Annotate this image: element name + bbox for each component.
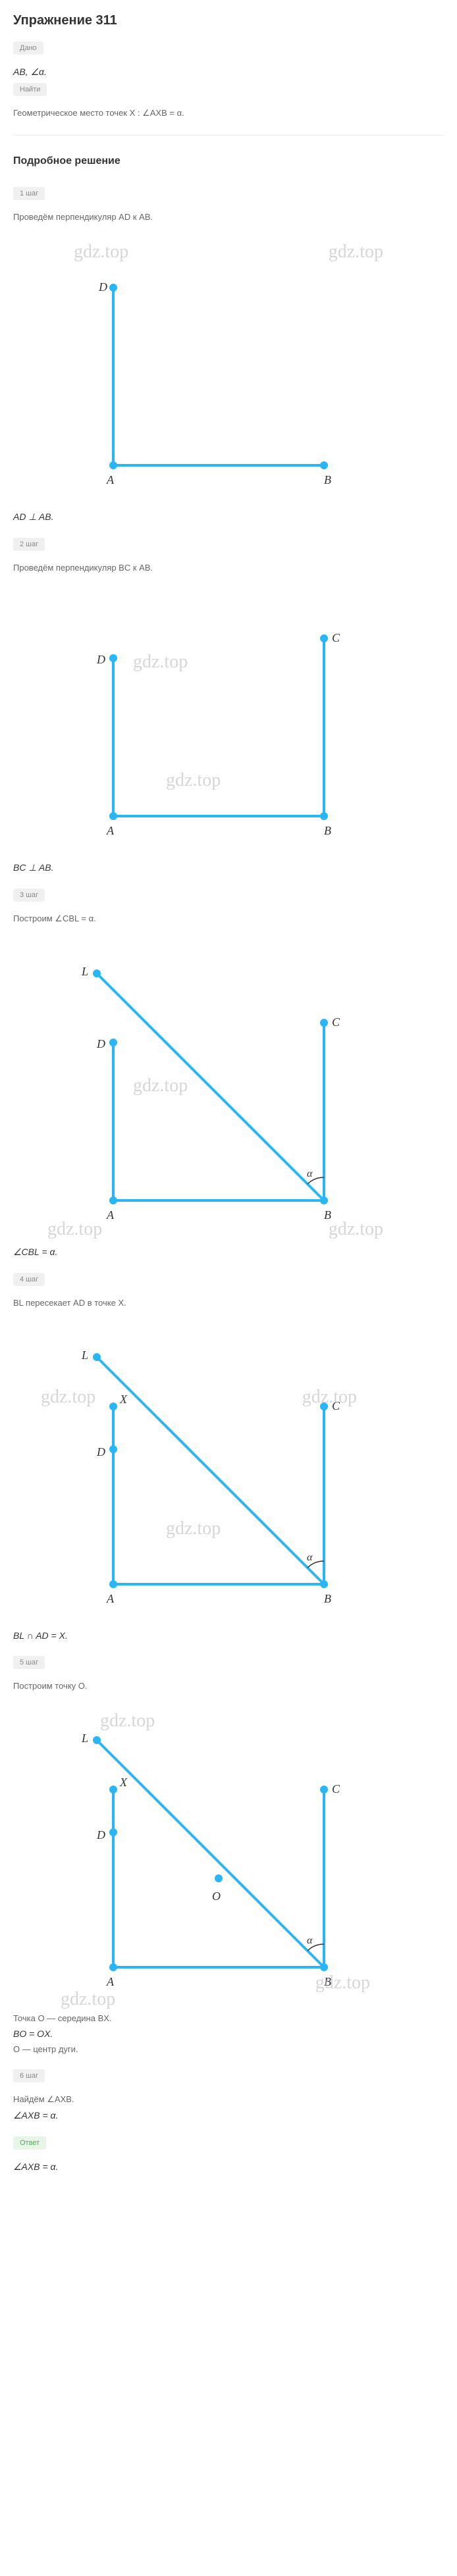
svg-text:A: A [106, 473, 115, 486]
svg-text:D: D [96, 1037, 105, 1050]
svg-text:O: O [212, 1890, 221, 1903]
given-tag: Дано [13, 41, 43, 55]
svg-text:B: B [324, 824, 331, 837]
step-tag-5: 5 шаг [13, 1656, 45, 1669]
figure-1: gdz.top gdz.top A B D [47, 235, 410, 498]
svg-text:B: B [324, 1975, 331, 1988]
step-intro-2: Проведём перпендикуляр BC к AB. [13, 563, 444, 573]
svg-text:B: B [324, 1208, 331, 1222]
find-text: Геометрическое место точек X : ∠AXB = α. [13, 108, 444, 118]
solution-title: Подробное решение [13, 155, 444, 167]
svg-text:B: B [324, 1592, 331, 1605]
figure-svg-5: α A B D C L X O [47, 1704, 410, 2000]
svg-text:A: A [106, 1975, 115, 1988]
svg-text:L: L [81, 1349, 88, 1362]
step-tag-2: 2 шаг [13, 538, 45, 551]
svg-text:α: α [307, 1935, 313, 1946]
divider [13, 135, 444, 136]
step-conclusion-2: BC ⊥ AB. [13, 862, 444, 873]
step5-line3: O — центр дуги. [13, 2044, 444, 2054]
step-intro-4: BL пересекает AD в точке X. [13, 1298, 444, 1308]
step-conclusion-1: AD ⊥ AB. [13, 511, 444, 523]
figure-3: gdz.top α A B D C L gdz.top gdz.top [47, 937, 410, 1233]
svg-text:C: C [332, 631, 340, 644]
figure-svg-4: α A B D C L X [47, 1321, 410, 1617]
svg-text:A: A [106, 1592, 115, 1605]
step-conclusion-3: ∠CBL = α. [13, 1247, 444, 1258]
find-tag: Найти [13, 83, 47, 96]
page-title: Упражнение 311 [13, 13, 444, 28]
svg-text:A: A [106, 1208, 115, 1222]
step-intro-1: Проведём перпендикуляр AD к AB. [13, 212, 444, 222]
answer-tag: Ответ [13, 2136, 46, 2150]
svg-text:X: X [119, 1393, 128, 1406]
svg-text:α: α [307, 1168, 313, 1179]
svg-text:D: D [96, 1828, 105, 1842]
svg-text:C: C [332, 1782, 340, 1795]
step-conclusion-6: ∠AXB = α. [13, 2110, 444, 2121]
figure-svg-2: A B D C [47, 586, 410, 849]
svg-text:D: D [98, 280, 107, 294]
svg-text:D: D [96, 653, 105, 666]
step-intro-3: Построим ∠CBL = α. [13, 914, 444, 924]
step-intro-5: Построим точку O. [13, 1681, 444, 1691]
figure-5: gdz.top gdz.top gdz.top α A B D C L X O [47, 1704, 410, 2000]
svg-text:X: X [119, 1776, 128, 1789]
figure-4: gdz.top gdz.top gdz.top α A B D C L X [47, 1321, 410, 1617]
step-tag-6: 6 шаг [13, 2069, 45, 2082]
svg-text:L: L [81, 965, 88, 978]
svg-text:C: C [332, 1399, 340, 1412]
step-conclusion-4: BL ∩ AD = X. [13, 1630, 444, 1641]
step-tag-1: 1 шаг [13, 187, 45, 200]
answer-text: ∠AXB = α. [13, 2161, 444, 2173]
figure-2: gdz.top gdz.top A B D C [47, 586, 410, 849]
step-tag-4: 4 шаг [13, 1273, 45, 1286]
figure-svg-3: α A B D C L [47, 937, 410, 1233]
svg-text:D: D [96, 1445, 105, 1458]
step5-line1: Точка O — середина BX. [13, 2013, 444, 2023]
step5-line2: BO = OX. [13, 2028, 444, 2039]
svg-text:C: C [332, 1016, 340, 1029]
svg-text:L: L [81, 1732, 88, 1745]
step-intro-6: Найдём ∠AXB. [13, 2094, 444, 2105]
svg-text:B: B [324, 473, 331, 486]
step-tag-3: 3 шаг [13, 889, 45, 902]
svg-text:α: α [307, 1552, 313, 1563]
svg-text:A: A [106, 824, 115, 837]
given-text: AB, ∠α. [13, 66, 444, 78]
figure-svg-1: A B D [47, 235, 410, 498]
